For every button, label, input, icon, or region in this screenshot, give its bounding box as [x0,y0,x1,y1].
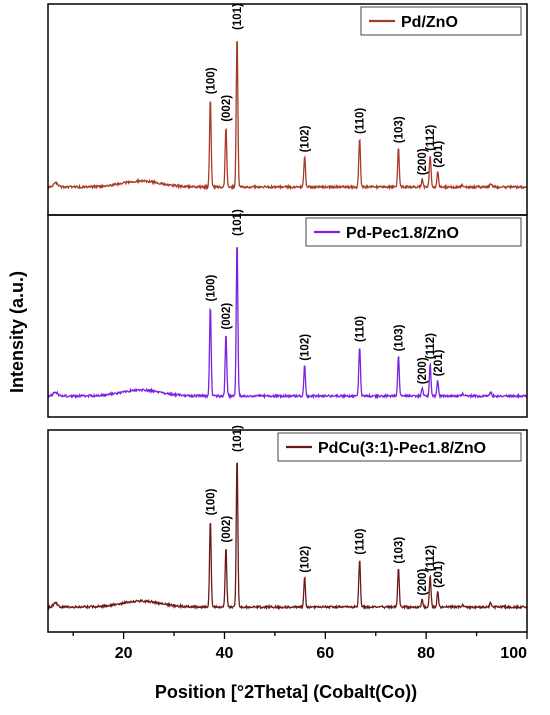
peak-label-110-2: (110) [355,316,367,342]
y-axis-title: Intensity (a.u.) [7,271,27,393]
peak-label-110-1: (110) [355,108,367,134]
panel-frame-3 [47,429,528,633]
peak-label-200-1: (200) [417,148,429,175]
peak-label-103-2: (103) [393,324,405,351]
peak-label-200-3: (200) [417,568,429,595]
peak-label-002-2: (002) [221,303,233,330]
x-axis-title: Position [°2Theta] (Cobalt(Co)) [155,682,417,702]
x-tick-label-40: 40 [216,645,234,662]
peak-label-112-2: (112) [425,333,437,359]
x-tick-label-80: 80 [417,645,435,662]
panel-frame-2 [47,214,528,418]
legend-2: Pd-Pec1.8/ZnO [305,217,522,247]
panel-2: (100) (002) (101) (102) (110) (103) (200)(112)… [47,209,528,418]
legend-box-3 [277,432,522,462]
peak-label-103-3: (103) [393,537,405,564]
peak-label-101-3: (101) [232,425,244,452]
legend-1: Pd/ZnO [360,6,522,36]
peak-label-002-3: (002) [221,516,233,543]
peak-label-100-3: (100) [205,488,217,515]
peak-label-102-2: (102) [300,334,312,361]
series-line-1 [47,41,528,191]
peak-label-100-1: (100) [205,67,217,94]
peak-label-101-1: (101) [232,3,244,30]
peak-label-102-3: (102) [300,546,312,573]
peak-label-101-2: (101) [232,209,244,236]
peak-label-100-2: (100) [205,274,217,301]
x-tick-label-100: 100 [500,645,527,662]
x-tick-label-60: 60 [316,645,334,662]
legend-label-2: Pd-Pec1.8/ZnO [346,225,459,242]
peak-label-112-3: (112) [425,545,437,571]
peak-label-102-1: (102) [300,125,312,152]
peak-label-200-2: (200) [417,357,429,384]
legend-label-1: Pd/ZnO [401,14,458,31]
series-line-2 [47,246,527,400]
peak-label-002-1: (002) [221,95,233,122]
series-line-3 [47,462,528,611]
legend-3: PdCu(3:1)-Pec1.8/ZnO [277,432,522,462]
legend-box-2 [305,217,522,247]
peak-label-110-3: (110) [355,528,367,554]
x-axis: 20 40 60 80 100 [72,632,528,662]
peak-label-201-1: (201) [433,141,445,168]
legend-label-3: PdCu(3:1)-Pec1.8/ZnO [318,440,486,457]
peak-label-201-3: (201) [433,561,445,588]
panel-1: (100) (002) (101) (102) (110) (103) (200)(112)… [47,3,528,216]
peak-label-201-2: (201) [433,349,445,376]
panel-3: (100) (002) (101) (102) (110) (103) (200)(112)… [47,425,528,633]
peak-label-103-1: (103) [393,116,405,143]
peak-label-112-1: (112) [425,125,437,151]
x-tick-label-20: 20 [115,645,133,662]
panels: (100)(002)(101)(102)(110) (103)(200)(112)… [47,3,528,633]
